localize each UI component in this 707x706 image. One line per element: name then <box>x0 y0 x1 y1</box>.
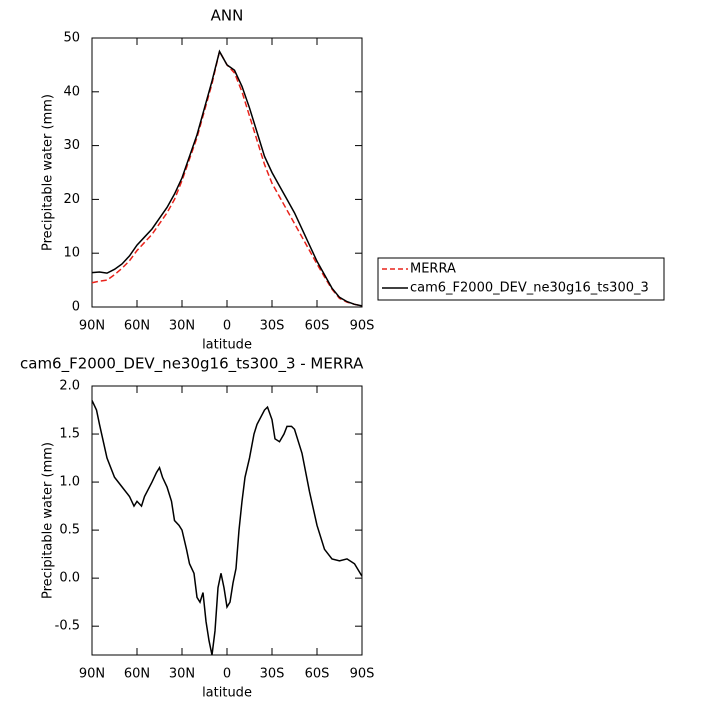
data-line <box>91 49 363 307</box>
x-tick-label: 0 <box>223 319 231 334</box>
y-tick-label: 20 <box>63 192 80 207</box>
x-tick-label: 90S <box>350 667 375 682</box>
y-tick-label: 1.5 <box>59 427 80 442</box>
legend-label: MERRA <box>410 262 456 277</box>
plot-title: ANN <box>211 7 244 25</box>
x-tick-label: 0 <box>223 667 231 682</box>
x-tick-label: 60N <box>124 667 150 682</box>
x-tick-label: 90N <box>79 667 105 682</box>
plot-frame <box>91 385 363 656</box>
plot-title: cam6_F2000_DEV_ne30g16_ts300_3 - MERRA <box>20 355 364 374</box>
y-tick-label: 50 <box>63 31 80 46</box>
x-tick-label: 30S <box>260 667 285 682</box>
y-tick-label: 0 <box>72 300 80 315</box>
x-tick-label: 90S <box>350 319 375 334</box>
x-tick-label: 30N <box>169 319 195 334</box>
x-tick-label: 30S <box>260 319 285 334</box>
y-axis-title: Precipitable water (mm) <box>41 94 56 251</box>
x-tick-label: 60S <box>305 319 330 334</box>
data-line <box>91 49 363 307</box>
y-tick-label: 0.0 <box>59 571 80 586</box>
x-tick-label: 30N <box>169 667 195 682</box>
x-axis-title: latitude <box>202 338 252 353</box>
y-tick-label: 1.0 <box>59 475 80 490</box>
y-tick-label: 2.0 <box>59 379 80 394</box>
y-tick-label: -0.5 <box>55 619 80 634</box>
legend-box <box>377 257 665 301</box>
data-line <box>91 400 363 656</box>
y-tick-label: 10 <box>63 246 80 261</box>
y-tick-label: 30 <box>63 138 80 153</box>
y-axis-title: Precipitable water (mm) <box>41 442 56 599</box>
y-tick-label: 0.5 <box>59 523 80 538</box>
y-tick-label: 40 <box>63 84 80 99</box>
x-axis-title: latitude <box>202 686 252 701</box>
x-tick-label: 60S <box>305 667 330 682</box>
plot-frame <box>91 37 363 308</box>
x-tick-label: 60N <box>124 319 150 334</box>
legend-label: cam6_F2000_DEV_ne30g16_ts300_3 <box>410 281 649 296</box>
x-tick-label: 90N <box>79 319 105 334</box>
